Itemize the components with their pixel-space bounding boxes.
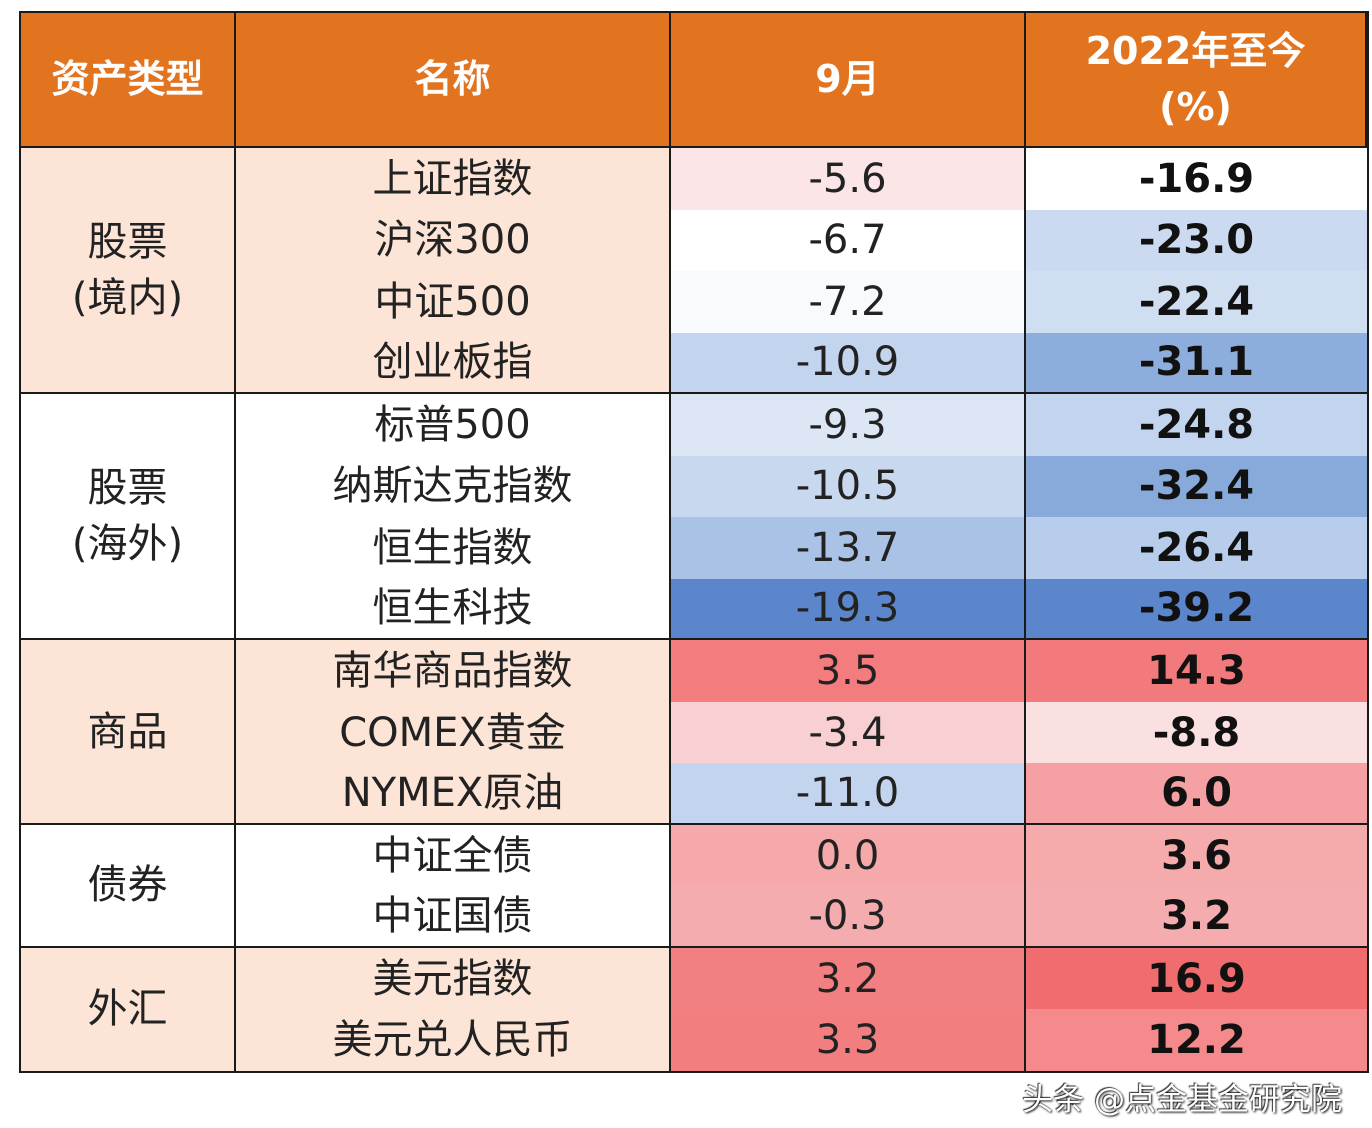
ytd-value-cell: -24.8	[1026, 394, 1367, 456]
september-value-cell: 3.3	[671, 1009, 1026, 1071]
september-value-cell: -13.7	[671, 517, 1026, 579]
september-value-cell: -3.4	[671, 701, 1026, 764]
name-cell: 中证全债	[236, 824, 671, 887]
september-value-cell: -19.3	[671, 578, 1026, 641]
september-value-cell: 3.5	[671, 640, 1026, 702]
ytd-value-cell: -16.9	[1026, 148, 1367, 210]
asset-type-cell: 股票 (海外)	[21, 394, 236, 641]
september-value-cell: 0.0	[671, 824, 1026, 887]
name-cell: COMEX黄金	[236, 701, 671, 764]
ytd-value-cell: 12.2	[1026, 1009, 1367, 1071]
ytd-value-cell: -22.4	[1026, 271, 1367, 333]
september-value-cell: -11.0	[671, 763, 1026, 825]
september-value-cell: 3.2	[671, 947, 1026, 1010]
header-name: 名称	[236, 13, 671, 148]
ytd-value-cell: 14.3	[1026, 640, 1367, 702]
ytd-value-cell: -39.2	[1026, 578, 1367, 641]
asset-type-cell: 外汇	[21, 947, 236, 1071]
name-cell: 沪深300	[236, 209, 671, 272]
ytd-value-cell: -32.4	[1026, 455, 1367, 518]
name-cell: 恒生科技	[236, 578, 671, 641]
header-asset-type: 资产类型	[21, 13, 236, 148]
asset-type-cell: 债券	[21, 824, 236, 948]
ytd-value-cell: -23.0	[1026, 209, 1367, 272]
name-cell: 纳斯达克指数	[236, 455, 671, 518]
asset-type-cell: 股票 (境内)	[21, 148, 236, 395]
ytd-value-cell: -31.1	[1026, 332, 1367, 395]
ytd-value-cell: -26.4	[1026, 517, 1367, 579]
header-ytd: 2022年至今 (%)	[1026, 13, 1367, 148]
name-cell: 美元指数	[236, 947, 671, 1010]
name-cell: 标普500	[236, 394, 671, 456]
name-cell: 南华商品指数	[236, 640, 671, 702]
ytd-value-cell: 3.6	[1026, 824, 1367, 887]
performance-table: 资产类型 名称 9月 2022年至今 (%) 股票 (境内) 上证指数 -5.6 -1…	[19, 11, 1369, 1073]
september-value-cell: -10.9	[671, 332, 1026, 395]
name-cell: 恒生指数	[236, 517, 671, 579]
name-cell: 上证指数	[236, 148, 671, 210]
ytd-value-cell: 3.2	[1026, 886, 1367, 948]
ytd-value-cell: 6.0	[1026, 763, 1367, 825]
ytd-value-cell: -8.8	[1026, 701, 1367, 764]
september-value-cell: -6.7	[671, 209, 1026, 272]
september-value-cell: -5.6	[671, 148, 1026, 210]
asset-type-cell: 商品	[21, 640, 236, 825]
watermark: 头条 @点金基金研究院	[1022, 1082, 1342, 1118]
name-cell: 中证500	[236, 271, 671, 333]
name-cell: NYMEX原油	[236, 763, 671, 825]
september-value-cell: -10.5	[671, 455, 1026, 518]
september-value-cell: -9.3	[671, 394, 1026, 456]
ytd-value-cell: 16.9	[1026, 947, 1367, 1010]
september-value-cell: -0.3	[671, 886, 1026, 948]
name-cell: 中证国债	[236, 886, 671, 948]
september-value-cell: -7.2	[671, 271, 1026, 333]
name-cell: 创业板指	[236, 332, 671, 395]
header-september: 9月	[671, 13, 1026, 148]
name-cell: 美元兑人民币	[236, 1009, 671, 1071]
